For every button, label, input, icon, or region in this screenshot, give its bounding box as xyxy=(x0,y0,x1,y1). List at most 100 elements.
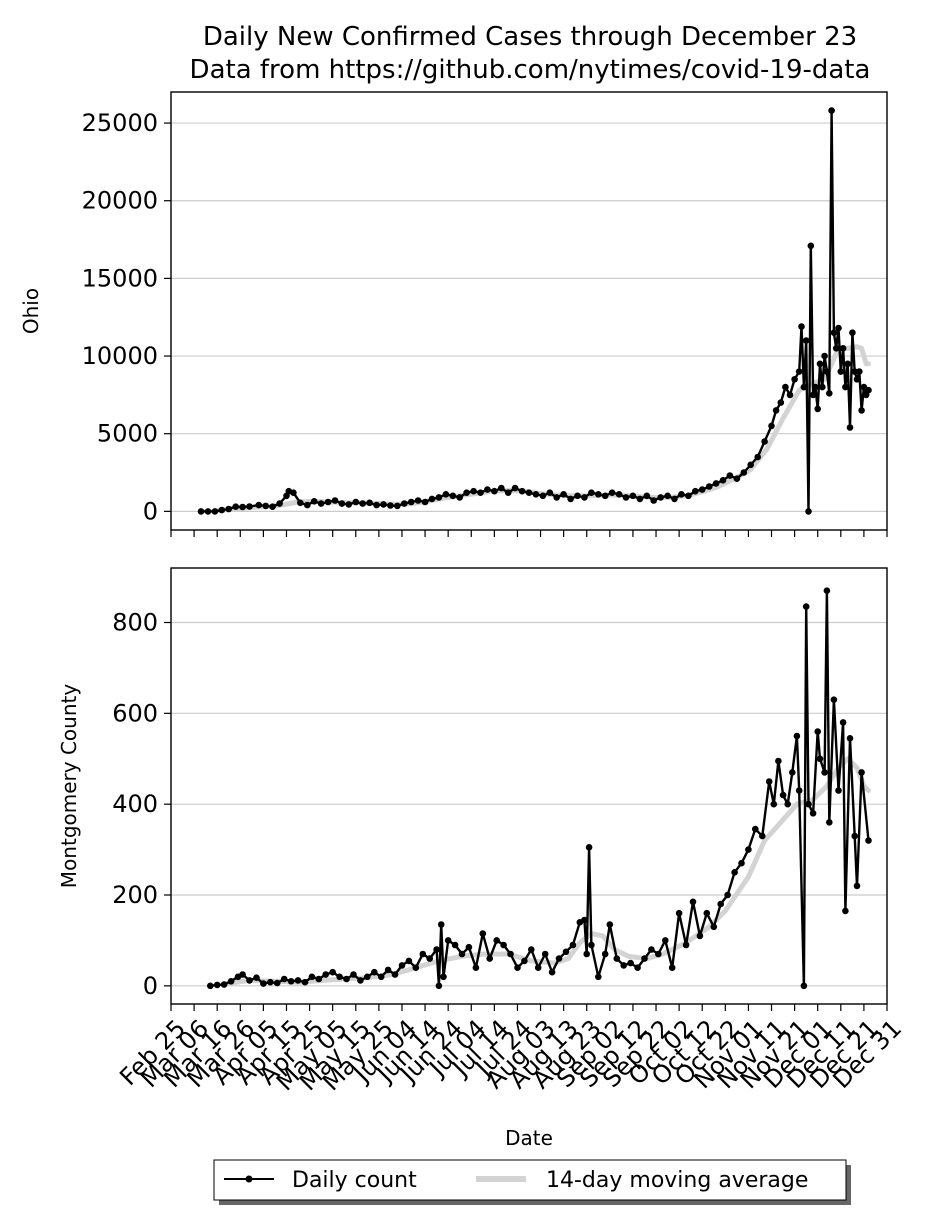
montgomery-daily-point xyxy=(668,964,676,971)
ohio-daily-point xyxy=(553,494,560,501)
ohio-daily-point xyxy=(414,497,422,504)
montgomery-daily-point xyxy=(745,846,752,853)
montgomery-daily-point xyxy=(343,975,350,983)
montgomery-daily-point xyxy=(613,955,621,962)
ohio-daily-point xyxy=(324,498,332,506)
ohio-daily-point xyxy=(463,489,470,497)
ohio-daily-point xyxy=(532,491,540,498)
ohio-daily-point xyxy=(636,495,644,503)
montgomery-ytick-label: 0 xyxy=(143,972,158,1000)
ohio-daily-point xyxy=(805,508,812,515)
ohio-daily-point xyxy=(809,391,817,399)
montgomery-daily-point xyxy=(555,955,563,962)
montgomery-daily-point xyxy=(601,950,609,958)
legend: Daily count 14-day moving average xyxy=(213,1159,851,1205)
montgomery-ytick-label: 800 xyxy=(112,609,158,637)
legend-daily-label: Daily count xyxy=(292,1168,417,1193)
montgomery-daily-point xyxy=(412,964,420,971)
montgomery-daily-point xyxy=(689,898,697,906)
montgomery-daily-point xyxy=(802,603,810,610)
montgomery-daily-point xyxy=(433,946,440,953)
montgomery-daily-point xyxy=(784,800,791,808)
montgomery-y-axis-title: Montgomery County xyxy=(57,684,81,889)
montgomery-axes-frame xyxy=(170,567,888,1005)
ohio-daily-point xyxy=(345,501,353,508)
montgomery-daily-point xyxy=(207,982,214,990)
montgomery-daily-point xyxy=(398,962,406,969)
montgomery-daily-point xyxy=(842,907,849,915)
ohio-ytick-label: 25000 xyxy=(82,109,158,137)
ohio-daily-point xyxy=(518,487,526,495)
ohio-daily-point xyxy=(777,399,785,406)
montgomery-daily-point xyxy=(260,980,267,987)
montgomery-daily-point xyxy=(789,769,796,776)
montgomery-daily-point xyxy=(655,950,662,958)
ohio-daily-point xyxy=(615,491,623,498)
ohio-y-axis-title: Ohio xyxy=(19,288,43,334)
montgomery-daily-point xyxy=(770,800,778,808)
ohio-ytick-label: 15000 xyxy=(82,264,158,292)
montgomery-daily-point xyxy=(294,977,302,984)
ohio-daily-point xyxy=(211,508,219,515)
ohio-daily-point xyxy=(761,438,768,445)
ohio-daily-point xyxy=(671,495,678,503)
montgomery-daily-point xyxy=(280,975,288,983)
montgomery-daily-point xyxy=(858,769,865,776)
ohio-daily-point xyxy=(726,472,734,479)
ohio-daily-point xyxy=(650,497,657,504)
ohio-daily-point xyxy=(477,489,484,497)
montgomery-daily-point xyxy=(239,971,246,978)
montgomery-daily-point xyxy=(805,800,812,808)
x-axis-title: Date xyxy=(505,1126,553,1150)
ohio-ytick-label: 5000 xyxy=(97,420,158,448)
montgomery-daily-point xyxy=(377,973,385,981)
ohio-daily-point xyxy=(685,492,692,500)
ohio-daily-point xyxy=(331,497,339,504)
montgomery-daily-point xyxy=(437,921,445,928)
ohio-daily-point xyxy=(595,491,602,498)
ohio-daily-point xyxy=(290,489,297,497)
ohio-daily-point xyxy=(317,500,325,507)
montgomery-daily-point xyxy=(809,810,817,817)
montgomery-daily-point xyxy=(287,978,295,985)
montgomery-daily-point xyxy=(703,909,711,917)
montgomery-ytick-label: 200 xyxy=(112,881,158,909)
ohio-daily-point xyxy=(255,501,263,509)
ohio-daily-point xyxy=(352,498,360,506)
montgomery-daily-point xyxy=(315,975,323,983)
ohio-daily-point xyxy=(828,107,835,114)
ohio-daily-point xyxy=(380,501,387,508)
ohio-daily-point xyxy=(740,469,748,476)
ohio-daily-point xyxy=(276,500,283,507)
montgomery-daily-point xyxy=(507,950,514,958)
montgomery-daily-point xyxy=(514,964,521,971)
ohio-daily-point xyxy=(791,376,798,383)
ohio-daily-point xyxy=(814,405,821,413)
montgomery-daily-point xyxy=(534,964,542,971)
montgomery-daily-point xyxy=(541,950,549,958)
montgomery-daily-point xyxy=(465,943,473,951)
montgomery-daily-point xyxy=(583,950,590,958)
ohio-daily-point xyxy=(807,242,815,250)
montgomery-daily-point xyxy=(227,978,235,985)
montgomery-daily-point xyxy=(627,959,634,967)
montgomery-daily-point xyxy=(839,719,847,726)
montgomery-daily-point xyxy=(800,982,808,990)
ohio-daily-point xyxy=(449,492,457,500)
montgomery-daily-point xyxy=(405,957,413,965)
ohio-daily-point xyxy=(504,489,512,497)
ohio-daily-point xyxy=(407,498,415,506)
montgomery-daily-point xyxy=(444,937,452,944)
ohio-daily-point xyxy=(830,329,838,337)
ohio-daily-point xyxy=(394,502,401,510)
legend-ma-label: 14-day moving average xyxy=(546,1168,808,1193)
montgomery-daily-point xyxy=(426,955,434,962)
montgomery-daily-point xyxy=(435,982,443,990)
montgomery-daily-line xyxy=(210,589,870,987)
ohio-daily-point xyxy=(338,500,346,507)
ohio-daily-point xyxy=(297,499,304,507)
ohio-daily-point xyxy=(705,483,713,490)
montgomery-daily-point xyxy=(562,948,570,956)
montgomery-daily-point xyxy=(322,971,330,978)
